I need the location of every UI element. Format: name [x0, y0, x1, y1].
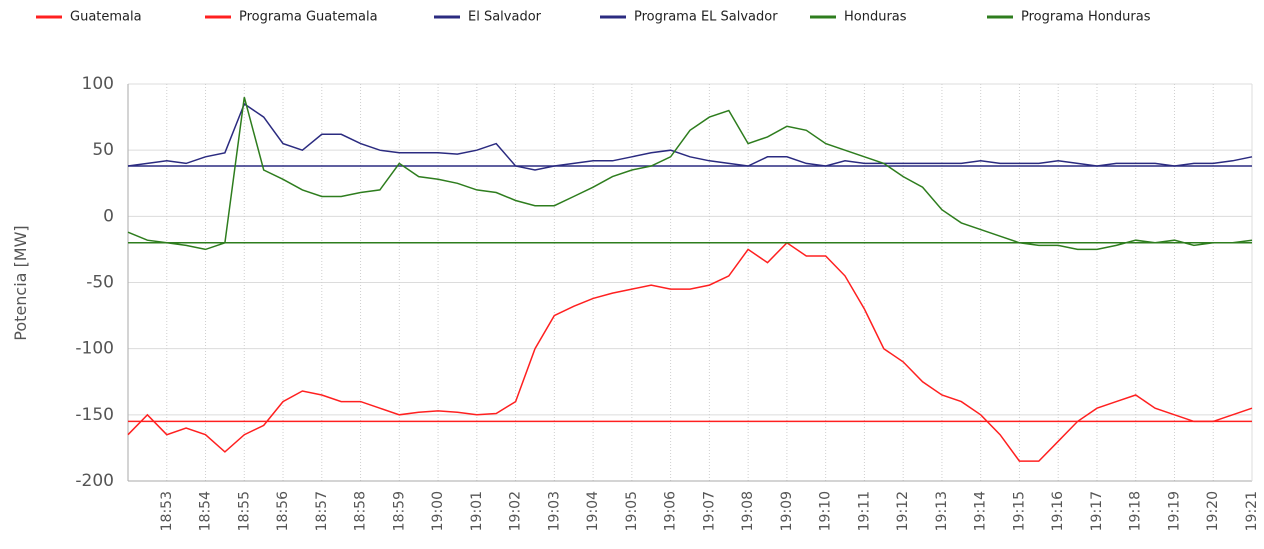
x-tick-label: 19:01	[469, 491, 485, 531]
y-tick-label: 0	[103, 206, 114, 226]
series-line	[127, 102, 1253, 171]
series-line	[127, 97, 1253, 251]
x-tick-label: 19:16	[1050, 491, 1066, 531]
x-tick-label: 18:55	[236, 491, 252, 531]
x-tick-label: 19:18	[1128, 491, 1144, 531]
x-tick-label: 19:03	[546, 491, 562, 531]
x-tick-label: 19:13	[934, 491, 950, 531]
x-tick-label: 19:12	[895, 491, 911, 531]
x-tick-label: 18:54	[198, 491, 214, 531]
x-tick-label: 18:57	[314, 491, 330, 531]
y-tick-label: -100	[75, 339, 114, 359]
x-tick-label: 19:07	[701, 491, 717, 531]
legend-label: Programa EL Salvador	[634, 10, 778, 25]
x-tick-label: 19:10	[818, 491, 834, 531]
series-line	[127, 241, 1253, 462]
x-tick-label: 19:09	[779, 491, 795, 531]
legend-label: Programa Guatemala	[239, 10, 378, 25]
x-tick-label: 19:02	[508, 491, 524, 531]
y-tick-label: 100	[82, 74, 114, 94]
x-tick-label: 19:08	[740, 491, 756, 531]
x-tick-label: 19:00	[430, 491, 446, 531]
y-tick-label: -50	[86, 273, 114, 293]
x-tick-label: 19:04	[585, 491, 601, 531]
y-tick-label: -150	[75, 405, 114, 425]
y-tick-label: 50	[92, 140, 114, 160]
x-tick-label: 19:06	[663, 491, 679, 531]
x-tick-label: 19:20	[1205, 491, 1221, 531]
y-tick-label: -200	[75, 471, 114, 491]
legend-label: Guatemala	[70, 10, 142, 25]
legend-label: Honduras	[844, 10, 907, 25]
legend-label: Programa Honduras	[1021, 10, 1151, 25]
x-tick-label: 19:11	[856, 491, 872, 531]
x-tick-label: 19:21	[1244, 491, 1260, 531]
x-tick-label: 19:05	[624, 491, 640, 531]
x-tick-label: 19:14	[973, 491, 989, 531]
x-tick-label: 18:53	[159, 491, 175, 531]
x-tick-label: 18:58	[353, 491, 369, 531]
legend-label: El Salvador	[468, 10, 542, 25]
x-tick-label: 18:56	[275, 491, 291, 531]
x-tick-label: 18:59	[391, 491, 407, 531]
x-tick-label: 19:15	[1011, 491, 1027, 531]
x-tick-label: 19:17	[1089, 491, 1105, 531]
y-axis-label: Potencia [MW]	[11, 225, 30, 340]
x-tick-label: 19:19	[1166, 491, 1182, 531]
